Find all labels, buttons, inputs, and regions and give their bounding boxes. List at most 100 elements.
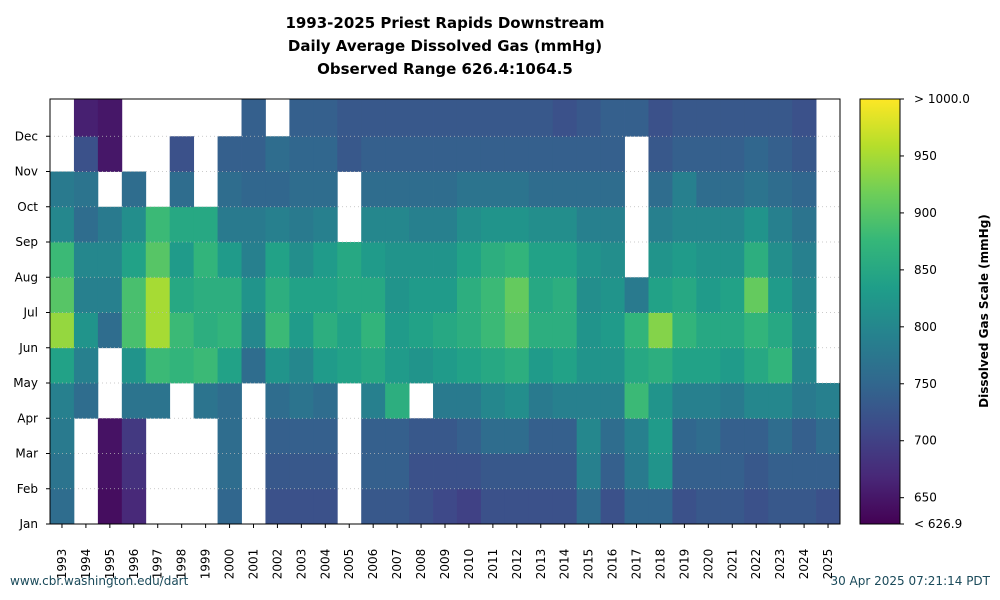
heatmap-cell-2010-Nov bbox=[456, 136, 482, 172]
heatmap-cell-2003-Jun bbox=[289, 312, 314, 349]
x-tick-label-2015: 2015 bbox=[582, 549, 596, 580]
heatmap-cell-2013-Sep bbox=[528, 206, 554, 243]
x-tick-label-1993: 1993 bbox=[55, 549, 69, 580]
heatmap-cell-2015-Mar bbox=[576, 418, 602, 454]
heatmap-cell-2011-Dec bbox=[480, 99, 506, 137]
colorbar-tick-label-2: 700 bbox=[914, 434, 937, 448]
heatmap-cell-1996-Aug bbox=[121, 242, 147, 278]
heatmap-cell-2018-Mar bbox=[648, 418, 673, 454]
x-tick-label-2024: 2024 bbox=[797, 549, 811, 580]
heatmap-cell-2007-Apr bbox=[385, 383, 410, 419]
heatmap-cell-2000-Nov bbox=[217, 136, 242, 172]
heatmap-cell-2010-Aug bbox=[456, 242, 482, 278]
colorbar-gradient bbox=[859, 98, 901, 525]
heatmap-cell-2011-Sep bbox=[480, 206, 506, 243]
heatmap-cell-2002-Sep bbox=[265, 206, 290, 243]
heatmap-cell-2011-Aug bbox=[480, 242, 506, 278]
heatmap-cell-2005-Aug bbox=[337, 242, 362, 278]
heatmap-cell-2021-Dec bbox=[720, 99, 745, 137]
heatmap-cell-2015-Dec bbox=[576, 99, 602, 137]
heatmap-cell-2024-Oct bbox=[792, 171, 817, 208]
x-tick-label-2017: 2017 bbox=[630, 549, 644, 580]
heatmap-cell-2011-Jul bbox=[480, 277, 506, 313]
heatmap-cell-2016-Jun bbox=[600, 312, 625, 349]
heatmap-cell-2024-Sep bbox=[792, 206, 817, 243]
heatmap-cell-2000-May bbox=[217, 347, 242, 384]
heatmap-cell-2001-Sep bbox=[241, 206, 266, 243]
heatmap-cell-2000-Oct bbox=[217, 171, 242, 208]
x-tick-label-1996: 1996 bbox=[127, 549, 141, 580]
heatmap-cell-1994-Apr bbox=[73, 383, 99, 419]
heatmap-cell-2022-Sep bbox=[744, 206, 769, 243]
heatmap-cell-2010-Jan bbox=[456, 488, 482, 525]
x-axis: 1993 1994 1995 1996 1997 1998 1999 2000 2001 2002… bbox=[55, 524, 835, 579]
heatmap-cell-1999-May bbox=[193, 347, 218, 384]
heatmap-cell-2000-Apr bbox=[217, 383, 242, 419]
heatmap-cell-2014-May bbox=[552, 347, 578, 384]
heatmap-cell-2020-Jul bbox=[696, 277, 721, 313]
heatmap-cell-2014-Feb bbox=[552, 453, 578, 490]
heatmap-cell-2024-Jul bbox=[792, 277, 817, 313]
heatmap-cell-2011-Jan bbox=[480, 488, 506, 525]
x-tick-label-2012: 2012 bbox=[510, 549, 524, 580]
heatmap-cell-2009-Feb bbox=[433, 453, 458, 490]
heatmap-cell-2008-Oct bbox=[409, 171, 434, 208]
heatmap-cell-2005-May bbox=[337, 347, 362, 384]
colorbar-tick-label-1: 650 bbox=[914, 491, 937, 505]
x-tick-label-2005: 2005 bbox=[342, 549, 356, 580]
heatmap-cell-2017-Apr bbox=[624, 383, 649, 419]
heatmap-cell-2006-Sep bbox=[361, 206, 386, 243]
heatmap-cell-2021-Mar bbox=[720, 418, 745, 454]
title-line-3: Observed Range 626.4:1064.5 bbox=[317, 60, 573, 78]
heatmap-cell-2016-May bbox=[600, 347, 625, 384]
heatmap-cell-2006-Oct bbox=[361, 171, 386, 208]
heatmap-cell-2004-Feb bbox=[313, 453, 338, 490]
heatmap-cell-2022-Nov bbox=[744, 136, 769, 172]
heatmap-cell-2025-Mar bbox=[816, 418, 841, 454]
heatmap-cell-2021-Nov bbox=[720, 136, 745, 172]
heatmap-cell-1993-Jun bbox=[50, 312, 75, 349]
heatmap-cell-2019-Dec bbox=[672, 99, 697, 137]
y-tick-label-Aug: Aug bbox=[15, 270, 38, 284]
heatmap-cell-2018-Jul bbox=[648, 277, 673, 313]
heatmap-cell-2008-Nov bbox=[409, 136, 434, 172]
heatmap-cell-2023-Mar bbox=[768, 418, 793, 454]
heatmap-cell-2005-Dec bbox=[337, 99, 362, 137]
heatmap-cell-1994-May bbox=[73, 347, 99, 384]
heatmap-cell-1994-Oct bbox=[73, 171, 99, 208]
heatmap-cell-1998-Sep bbox=[169, 206, 195, 243]
heatmap-cell-2022-Apr bbox=[744, 383, 769, 419]
heatmap-cell-2002-Oct bbox=[265, 171, 290, 208]
heatmap-cell-2009-Nov bbox=[433, 136, 458, 172]
heatmap-cell-2020-May bbox=[696, 347, 721, 384]
colorbar-tick-label-4: 800 bbox=[914, 320, 937, 334]
heatmap-cell-2007-Jul bbox=[385, 277, 410, 313]
heatmap-cell-1999-Apr bbox=[193, 383, 218, 419]
heatmap-cell-2007-Aug bbox=[385, 242, 410, 278]
footer-timestamp: 30 Apr 2025 07:21:14 PDT bbox=[830, 574, 990, 588]
x-tick-label-2019: 2019 bbox=[677, 549, 691, 580]
heatmap-cell-2006-Aug bbox=[361, 242, 386, 278]
heatmap-cell-2005-Nov bbox=[337, 136, 362, 172]
heatmap-cell-1995-Aug bbox=[97, 242, 123, 278]
colorbar-tick-label-5: 850 bbox=[914, 263, 937, 277]
heatmap-cell-1994-Nov bbox=[73, 136, 99, 172]
heatmap-cell-1999-Jun bbox=[193, 312, 218, 349]
heatmap-cell-2022-Aug bbox=[744, 242, 769, 278]
heatmap-cell-1996-Apr bbox=[121, 383, 147, 419]
footer-url[interactable]: www.cbr.washington.edu/dart bbox=[10, 574, 189, 588]
heatmap-cell-2017-Mar bbox=[624, 418, 649, 454]
heatmap-cell-2012-Jun bbox=[504, 312, 530, 349]
heatmap-cell-2020-Jan bbox=[696, 488, 721, 525]
heatmap-cell-2000-Feb bbox=[217, 453, 242, 490]
heatmap-cell-2024-Jun bbox=[792, 312, 817, 349]
heatmap-cell-2013-Oct bbox=[528, 171, 554, 208]
heatmap-cell-2009-Apr bbox=[433, 383, 458, 419]
colorbar-tick-label-0: < 626.9 bbox=[914, 517, 962, 531]
heatmap-cell-2011-Apr bbox=[480, 383, 506, 419]
heatmap-cell-2010-May bbox=[456, 347, 482, 384]
y-tick-label-Feb: Feb bbox=[17, 482, 38, 496]
heatmap-cell-2018-Sep bbox=[648, 206, 673, 243]
heatmap-cell-2000-Jun bbox=[217, 312, 242, 349]
heatmap-cell-2019-Jan bbox=[672, 488, 697, 525]
